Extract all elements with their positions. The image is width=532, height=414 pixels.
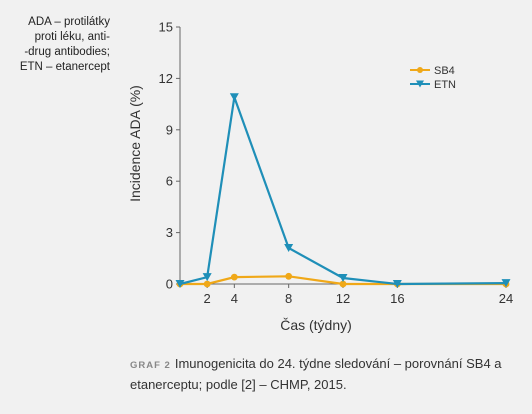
x-tick-label: 2: [204, 291, 211, 306]
sb4-point: [203, 280, 211, 288]
x-tick-label: 24: [499, 291, 513, 306]
x-tick-label: 16: [390, 291, 404, 306]
x-tick-label: 8: [285, 291, 292, 306]
etn-point: [501, 279, 511, 288]
etn-point: [202, 273, 212, 282]
legend-marker: [417, 67, 423, 73]
etn-point: [392, 280, 402, 288]
x-tick-label: 4: [231, 291, 238, 306]
figure-caption: GRAF 2 Imunogenicita do 24. týdne sledová…: [130, 354, 520, 394]
y-tick-label: 15: [159, 20, 173, 35]
note-line: -drug antibodies;: [24, 46, 110, 58]
caption-text: Imunogenicita do 24. týdne sledování – p…: [130, 356, 502, 392]
sb4-point: [285, 272, 293, 280]
y-tick-label: 3: [166, 225, 173, 240]
x-tick-label: 12: [336, 291, 350, 306]
y-tick-label: 0: [166, 277, 173, 292]
caption-tag: GRAF 2: [130, 360, 171, 371]
sb4-point: [230, 273, 238, 281]
etn-point: [175, 280, 185, 288]
y-axis-label: Incidence ADA (%): [127, 85, 143, 202]
x-axis-label: Čas (týdny): [280, 317, 352, 333]
note-line: ADA – protilátky: [28, 16, 110, 28]
legend-label: SB4: [434, 65, 455, 77]
etn-point: [284, 244, 294, 253]
etn-series-line: [179, 96, 507, 286]
note-line: ETN – etanercept: [19, 61, 110, 73]
legend-label: ETN: [434, 79, 456, 91]
y-tick-label: 9: [166, 122, 173, 137]
y-tick-label: 6: [166, 174, 173, 189]
etn-point: [229, 93, 239, 102]
note-line: proti léku, anti-: [34, 31, 110, 43]
legend-marker: [416, 80, 424, 88]
sb4-point: [339, 280, 347, 288]
y-tick-label: 12: [159, 71, 173, 86]
etn-point: [338, 274, 348, 283]
abbreviation-note: ADA – protilátky proti léku, anti- -drug a…: [8, 15, 110, 75]
